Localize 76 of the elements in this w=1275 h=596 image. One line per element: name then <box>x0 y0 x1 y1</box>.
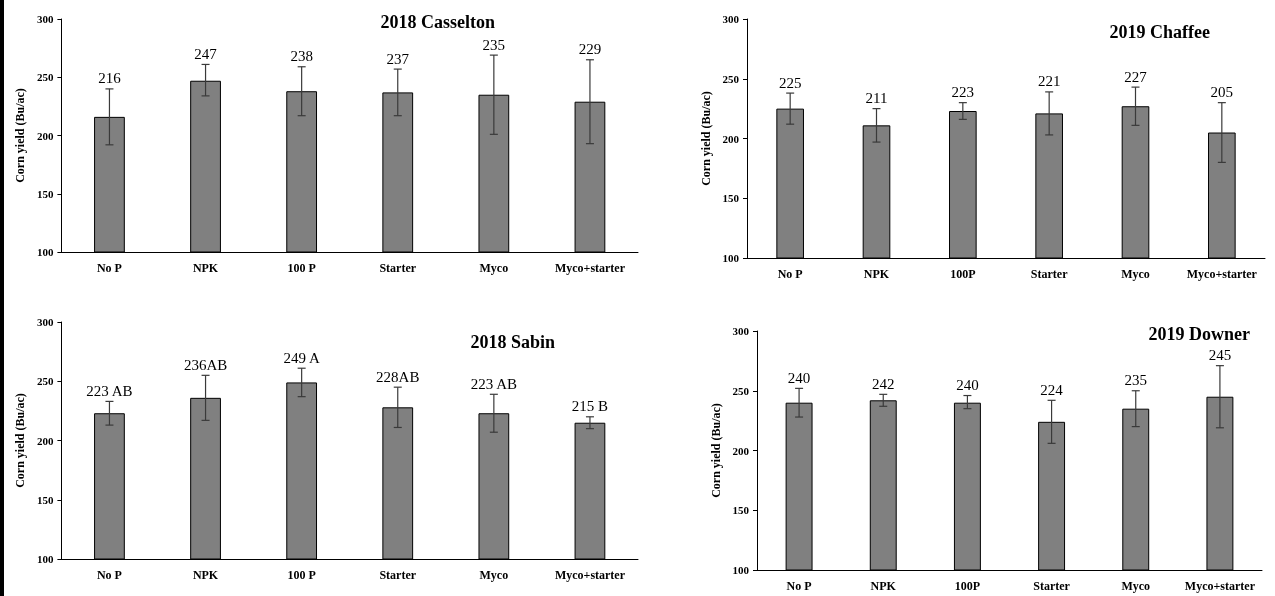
y-tick-label: 250 <box>36 375 54 388</box>
y-tick-label: 200 <box>36 129 54 142</box>
x-tick-label: NPK <box>863 267 890 281</box>
x-tick-label: 100 P <box>287 261 316 275</box>
data-label: 242 <box>872 375 895 392</box>
data-label: 205 <box>1210 84 1234 101</box>
x-tick-label: No P <box>96 261 122 275</box>
x-tick-label: Myco+starter <box>554 568 626 582</box>
x-tick-label: NPK <box>870 579 897 593</box>
text: 2018 Sabin <box>470 332 556 352</box>
y-tick-label: 100 <box>732 564 750 576</box>
y-tick-label: 250 <box>732 384 750 397</box>
data-label: 225 <box>778 74 802 91</box>
y-tick-label: 200 <box>732 444 750 457</box>
x-tick-label: Myco+starter <box>1186 267 1258 281</box>
y-axis-title: Corn yield (Bu/ac) <box>708 403 723 498</box>
y-tick-label: 300 <box>36 13 54 25</box>
data-label: 245 <box>1208 347 1232 364</box>
data-label: 215 B <box>571 398 609 415</box>
x-tick-label: 100P <box>954 579 981 593</box>
data-label: 238 <box>290 48 313 65</box>
chart-title: 2019 Chaffee <box>1109 22 1211 42</box>
y-tick-label: 200 <box>36 434 54 447</box>
y-tick-label: 150 <box>36 187 54 200</box>
data-label: 223 <box>951 84 975 101</box>
data-label: 221 <box>1037 73 1061 90</box>
x-tick-label: NPK <box>192 261 219 275</box>
x-tick-label: Myco <box>479 261 509 275</box>
data-label: 211 <box>865 90 888 107</box>
y-axis-title: Corn yield (Bu/ac) <box>13 393 27 488</box>
data-label: 236AB <box>183 356 228 373</box>
x-tick-label: Myco <box>1121 267 1150 281</box>
x-tick-label: Starter <box>379 261 417 275</box>
data-label: 249 A <box>283 349 320 366</box>
x-tick-label: Starter <box>1033 579 1071 593</box>
x-tick-label: 100 P <box>287 568 316 582</box>
y-tick-label: 150 <box>732 504 750 517</box>
x-tick-label: NPK <box>192 568 219 582</box>
data-label: 240 <box>956 377 979 394</box>
data-label: 235 <box>1124 372 1147 389</box>
chart-title: 2018 Casselton <box>380 12 496 32</box>
x-tick-label: Starter <box>379 568 417 582</box>
data-label: 224 <box>1040 381 1064 398</box>
y-tick-label: 150 <box>36 493 54 506</box>
x-tick-label: Starter <box>1030 267 1069 281</box>
y-tick-label: 100 <box>36 246 54 258</box>
x-tick-label: Myco+starter <box>554 261 626 275</box>
x-tick-label: No P <box>777 267 803 281</box>
y-tick-label: 300 <box>36 316 54 328</box>
y-tick-label: 300 <box>732 325 750 337</box>
data-label: 235 <box>482 36 506 53</box>
y-tick-label: 250 <box>722 72 740 85</box>
y-tick-label: 100 <box>36 553 54 565</box>
x-tick-label: Myco <box>1121 579 1151 593</box>
data-label: 237 <box>386 50 410 67</box>
y-tick-label: 200 <box>722 132 740 145</box>
chart-title: 2019 Downer <box>1148 324 1251 344</box>
data-label: 223 AB <box>86 382 133 399</box>
y-tick-label: 300 <box>722 13 740 25</box>
data-label: 247 <box>194 45 218 62</box>
data-label: 216 <box>98 70 122 87</box>
x-tick-label: 100P <box>950 267 976 281</box>
y-axis-title: Corn yield (Bu/ac) <box>698 91 713 186</box>
data-label: 227 <box>1124 68 1148 85</box>
data-label: 228AB <box>376 368 420 385</box>
y-tick-label: 150 <box>722 192 740 205</box>
data-label: 229 <box>578 41 602 58</box>
x-tick-label: Myco <box>479 568 509 582</box>
y-axis-title: Corn yield (Bu/ac) <box>13 88 27 183</box>
x-tick-label: Myco+starter <box>1184 579 1256 593</box>
data-label: 240 <box>787 369 811 386</box>
y-tick-label: 250 <box>36 71 54 84</box>
x-tick-label: No P <box>786 579 812 593</box>
data-label: 223 AB <box>470 375 517 392</box>
x-tick-label: No P <box>96 568 122 582</box>
y-tick-label: 100 <box>722 252 740 264</box>
